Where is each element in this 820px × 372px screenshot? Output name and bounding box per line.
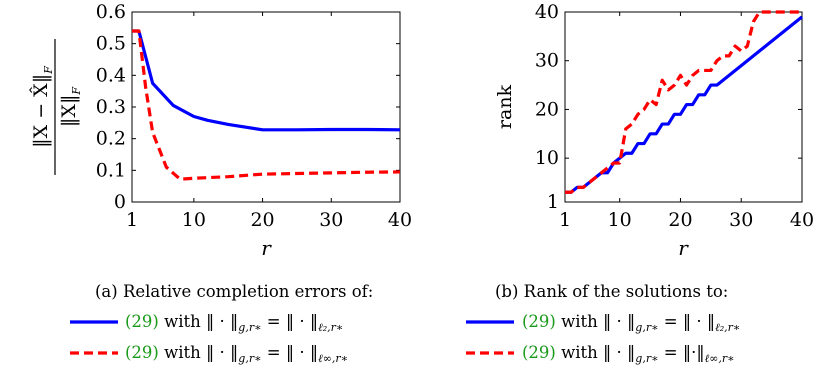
chart-a-series-blue-solid <box>132 29 401 132</box>
chart-b-series-red-dashed <box>565 10 802 194</box>
chart-b-series-blue-solid <box>565 15 804 194</box>
chart-a-caption: (a) Relative completion errors of: (29) … <box>70 282 373 365</box>
chart-a-ticks: 1 10 20 30 40 0 0.1 0.2 0.3 0.4 0.5 0.6 <box>96 1 412 231</box>
chart-a-ytick-label-1: 0.1 <box>96 159 126 181</box>
chart-b-caption: (b) Rank of the solutions to: (29) with … <box>466 282 740 365</box>
chart-a-ytick-label-2: 0.2 <box>96 128 126 150</box>
chart-a-series-red-dashed <box>132 29 401 181</box>
chart-a: 1 10 20 30 40 0 0.1 0.2 0.3 0.4 0.5 0.6 ‖X − X̂‖F ‖… <box>30 1 413 365</box>
chart-b-ytick-label-2: 20 <box>535 98 559 120</box>
chart-b-ytick-label-3: 30 <box>535 50 559 72</box>
chart-a-ytick-label-4: 0.4 <box>96 64 126 86</box>
chart-b-xtick-label-4: 40 <box>790 209 814 231</box>
chart-b-ytick-label-0: 1 <box>547 191 559 213</box>
chart-b-plot-area: 1 10 20 30 40 1 10 20 30 40 <box>535 1 814 231</box>
chart-a-xtick-label-0: 1 <box>126 209 138 231</box>
chart-a-xtick-label-1: 10 <box>182 209 206 231</box>
chart-b-ytick-label-4: 40 <box>535 1 559 23</box>
chart-a-xtick-label-2: 20 <box>250 209 274 231</box>
chart-b-xtick-label-0: 1 <box>559 209 571 231</box>
chart-a-ytick-label-5: 0.5 <box>96 33 126 55</box>
chart-b-xlabel: r <box>678 236 689 260</box>
chart-a-xtick-label-4: 40 <box>388 209 412 231</box>
chart-b-ticks: 1 10 20 30 40 1 10 20 30 40 <box>535 1 814 231</box>
chart-b-caption-title: (b) Rank of the solutions to: <box>495 282 728 301</box>
chart-a-series <box>132 29 401 181</box>
chart-b-ylabel: rank <box>494 84 516 129</box>
chart-b-xtick-label-3: 30 <box>729 209 753 231</box>
chart-a-ytick-label-3: 0.3 <box>96 96 126 118</box>
chart-a-ytick-label-0: 0 <box>114 191 126 213</box>
chart-b-series <box>565 10 804 194</box>
chart-b-xtick-label-2: 20 <box>668 209 692 231</box>
chart-a-ylabel: ‖X − X̂‖F ‖X‖F <box>30 39 83 175</box>
chart-a-caption-title: (a) Relative completion errors of: <box>95 282 373 301</box>
legend-b-blue-label: (29) with ‖ · ‖g,r∗ = ‖ · ‖ℓ₂,r∗ <box>522 312 740 334</box>
chart-a-plot-area: 1 10 20 30 40 0 0.1 0.2 0.3 0.4 0.5 0.6 <box>96 1 412 231</box>
chart-b-xtick-label-1: 10 <box>608 209 632 231</box>
legend-a-blue-label: (29) with ‖ · ‖g,r∗ = ‖ · ‖ℓ₂,r∗ <box>125 312 343 334</box>
chart-b-frame <box>564 11 803 203</box>
chart-a-xlabel: r <box>261 236 272 260</box>
chart-a-ylabel-denominator: ‖X‖F <box>58 87 83 128</box>
chart-b-ytick-label-1: 10 <box>535 147 559 169</box>
chart-b: 1 10 20 30 40 1 10 20 30 40 rank r (b) Rank of th… <box>466 1 814 365</box>
chart-a-xtick-label-3: 30 <box>319 209 343 231</box>
legend-b-red-label: (29) with ‖ · ‖g,r∗ = ‖·‖ℓ∞,r∗ <box>522 343 735 365</box>
legend-a-red-label: (29) with ‖ · ‖g,r∗ = ‖ · ‖ℓ∞,r∗ <box>125 343 348 365</box>
chart-a-ylabel-numerator: ‖X − X̂‖F <box>30 66 55 148</box>
chart-a-ytick-label-6: 0.6 <box>96 1 126 23</box>
